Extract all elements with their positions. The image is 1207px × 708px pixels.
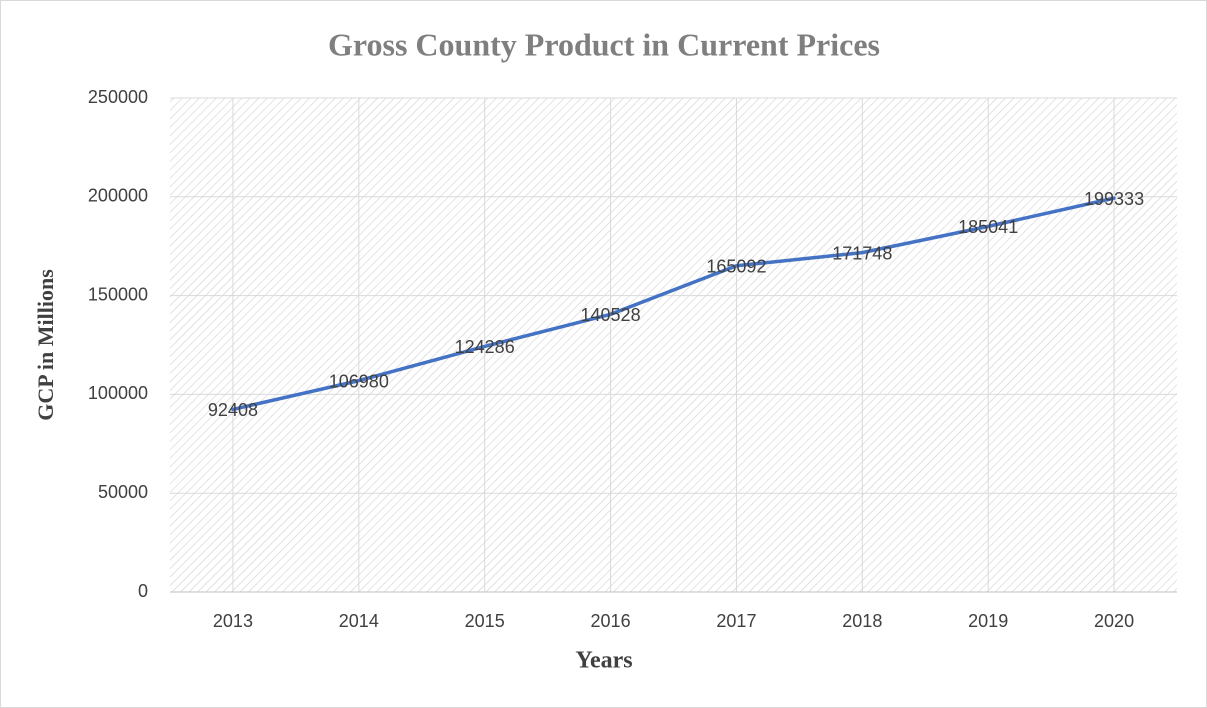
y-tick-label: 250000 [88,87,148,107]
x-tick-label: 2016 [591,611,631,631]
data-label: 165092 [706,257,766,277]
data-label: 171748 [832,243,892,263]
y-tick-label: 0 [138,581,148,601]
y-tick-label: 100000 [88,383,148,403]
x-tick-label: 2018 [842,611,882,631]
x-tick-label: 2014 [339,611,379,631]
line [231,196,1116,412]
y-tick-label: 150000 [88,284,148,304]
chart-title: Gross County Product in Current Prices [328,26,880,62]
x-tick-label: 2013 [213,611,253,631]
x-tick-label: 2019 [968,611,1008,631]
x-tick-label: 2017 [716,611,756,631]
x-tick-label: 2020 [1094,611,1134,631]
x-tick-label: 2015 [465,611,505,631]
data-label: 106980 [329,371,389,391]
y-tick-label: 200000 [88,186,148,206]
data-label: 185041 [958,217,1018,237]
data-label: 92408 [208,400,258,420]
plot-area [170,98,1177,592]
data-label: 140528 [581,305,641,325]
y-axis-label: GCP in Millions [33,269,58,421]
data-label: 124286 [455,337,515,357]
y-tick-label: 50000 [98,482,148,502]
data-label: 199333 [1084,189,1144,209]
x-axis-label: Years [575,648,632,674]
